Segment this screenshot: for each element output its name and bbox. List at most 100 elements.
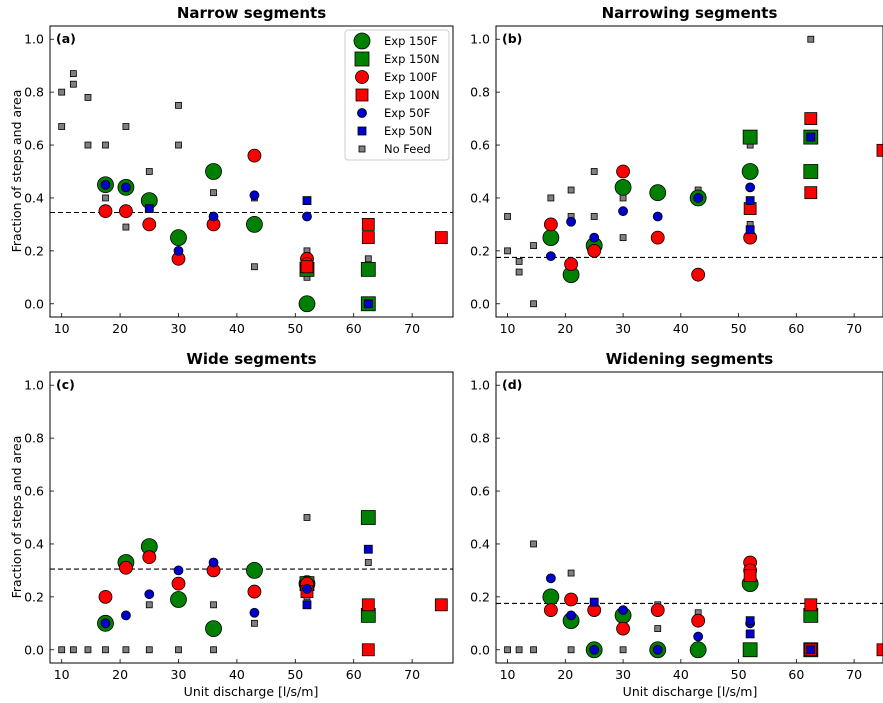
point-nf (364, 255, 372, 263)
y-tick-label: 1.0 (470, 378, 490, 393)
point-e50F (173, 245, 184, 256)
point-e50F (693, 193, 704, 203)
y-tick-label: 1.0 (470, 32, 490, 47)
plot-area (496, 540, 883, 659)
legend: Exp 150F Exp 150N Exp 100F Exp 100N Exp 50F E… (344, 29, 450, 161)
legend-marker-e150F (353, 32, 371, 50)
point-e50N (745, 616, 755, 626)
y-tick-label: 0.6 (24, 484, 44, 499)
x-axis-label: Unit discharge [l/s/m] (623, 684, 758, 699)
point-nf (567, 186, 575, 194)
point-e100F (142, 550, 157, 565)
y-tick-label: 0.6 (24, 138, 44, 153)
axes-frame (495, 25, 883, 318)
point-e50F (652, 211, 663, 222)
point-nf (515, 268, 523, 276)
y-tick-label: 0.8 (470, 431, 490, 446)
legend-entry: Exp 150F (353, 32, 438, 50)
point-nf (69, 646, 77, 654)
legend-label: Exp 150N (384, 52, 440, 66)
point-e150F (205, 163, 222, 180)
point-e50F (100, 618, 111, 629)
point-e50F (208, 211, 219, 222)
x-tick-label: 10 (500, 321, 516, 336)
point-e100N (804, 112, 818, 125)
point-e100F (543, 603, 558, 617)
point-e50F (589, 232, 600, 243)
point-e100N (434, 598, 448, 612)
point-e100F (650, 603, 665, 617)
point-e150N (360, 261, 376, 277)
plot-area (496, 35, 883, 308)
y-tick-label: 0.4 (24, 190, 44, 205)
point-nf (69, 80, 77, 88)
legend-entry: Exp 100F (355, 70, 438, 84)
point-e50F (100, 179, 111, 190)
point-e50F (302, 584, 312, 594)
panel-a: Narrow segments 10 20 30 40 50 60 70 0.0 0.2 0.4 0.… (24, 4, 454, 336)
point-nf (364, 559, 372, 566)
y-tick-label: 0.6 (470, 138, 490, 153)
point-nf (619, 646, 627, 654)
point-nf (567, 646, 575, 654)
point-e50F (545, 573, 556, 584)
point-nf (303, 514, 311, 521)
point-e50N (363, 299, 373, 309)
point-e50F (745, 182, 756, 193)
y-tick-label: 0.0 (470, 296, 490, 311)
point-e150N (803, 164, 819, 179)
point-e150F (542, 588, 560, 606)
y-tick-label: 0.4 (470, 536, 490, 551)
point-nf (210, 646, 217, 654)
plot-area (50, 70, 453, 313)
point-e100F (691, 613, 706, 628)
x-tick-label: 50 (287, 667, 303, 682)
point-e100N (743, 569, 757, 583)
point-e150N (360, 510, 376, 525)
x-tick-label: 50 (731, 321, 747, 336)
x-tick-label: 40 (673, 321, 689, 336)
point-e100N (804, 186, 818, 200)
point-e100F (142, 217, 157, 232)
point-e100F (247, 148, 262, 163)
x-tick-label: 60 (346, 667, 362, 682)
legend-label: Exp 150F (384, 34, 438, 48)
x-tick-label: 40 (229, 667, 245, 682)
point-e50F (545, 251, 556, 262)
panel-c: Wide segments 10 20 30 40 50 60 70 0.0 0.2 0.4 0.6 0… (24, 350, 454, 682)
point-nf (590, 168, 598, 175)
legend-marker-nf (358, 145, 366, 153)
point-nf (122, 223, 130, 231)
point-nf (504, 646, 511, 654)
panel-title: Narrow segments (177, 4, 326, 22)
point-nf (175, 646, 182, 654)
panel-title: Wide segments (186, 350, 316, 368)
point-nf (145, 646, 153, 654)
point-e50N (806, 132, 816, 142)
y-tick-label: 0.0 (24, 642, 44, 657)
point-nf (619, 194, 627, 202)
legend-label: Exp 100N (384, 88, 440, 102)
panel-label: (c) (56, 377, 75, 392)
legend-marker-e100F (355, 70, 369, 84)
y-tick-label: 0.2 (470, 589, 490, 604)
panel-label: (d) (502, 377, 522, 392)
x-tick-label: 10 (500, 667, 516, 682)
axes-frame (49, 25, 454, 318)
point-nf (84, 646, 92, 654)
point-nf (530, 540, 537, 548)
x-tick-label: 10 (54, 321, 70, 336)
x-tick-label: 20 (557, 667, 573, 682)
point-nf (590, 213, 598, 220)
point-e150F (614, 178, 632, 196)
point-nf (102, 194, 109, 202)
point-e150F (542, 229, 560, 247)
panel-b: Narrowing segments 10 20 30 40 50 60 70 0.0 0.2 0.… (470, 4, 883, 336)
x-tick-label: 30 (171, 321, 187, 336)
axes-frame (495, 371, 883, 664)
point-e50F (121, 182, 131, 193)
y-tick-label: 0.2 (470, 243, 490, 258)
legend-label: Exp 100F (384, 70, 438, 84)
panel-label: (b) (502, 31, 522, 46)
